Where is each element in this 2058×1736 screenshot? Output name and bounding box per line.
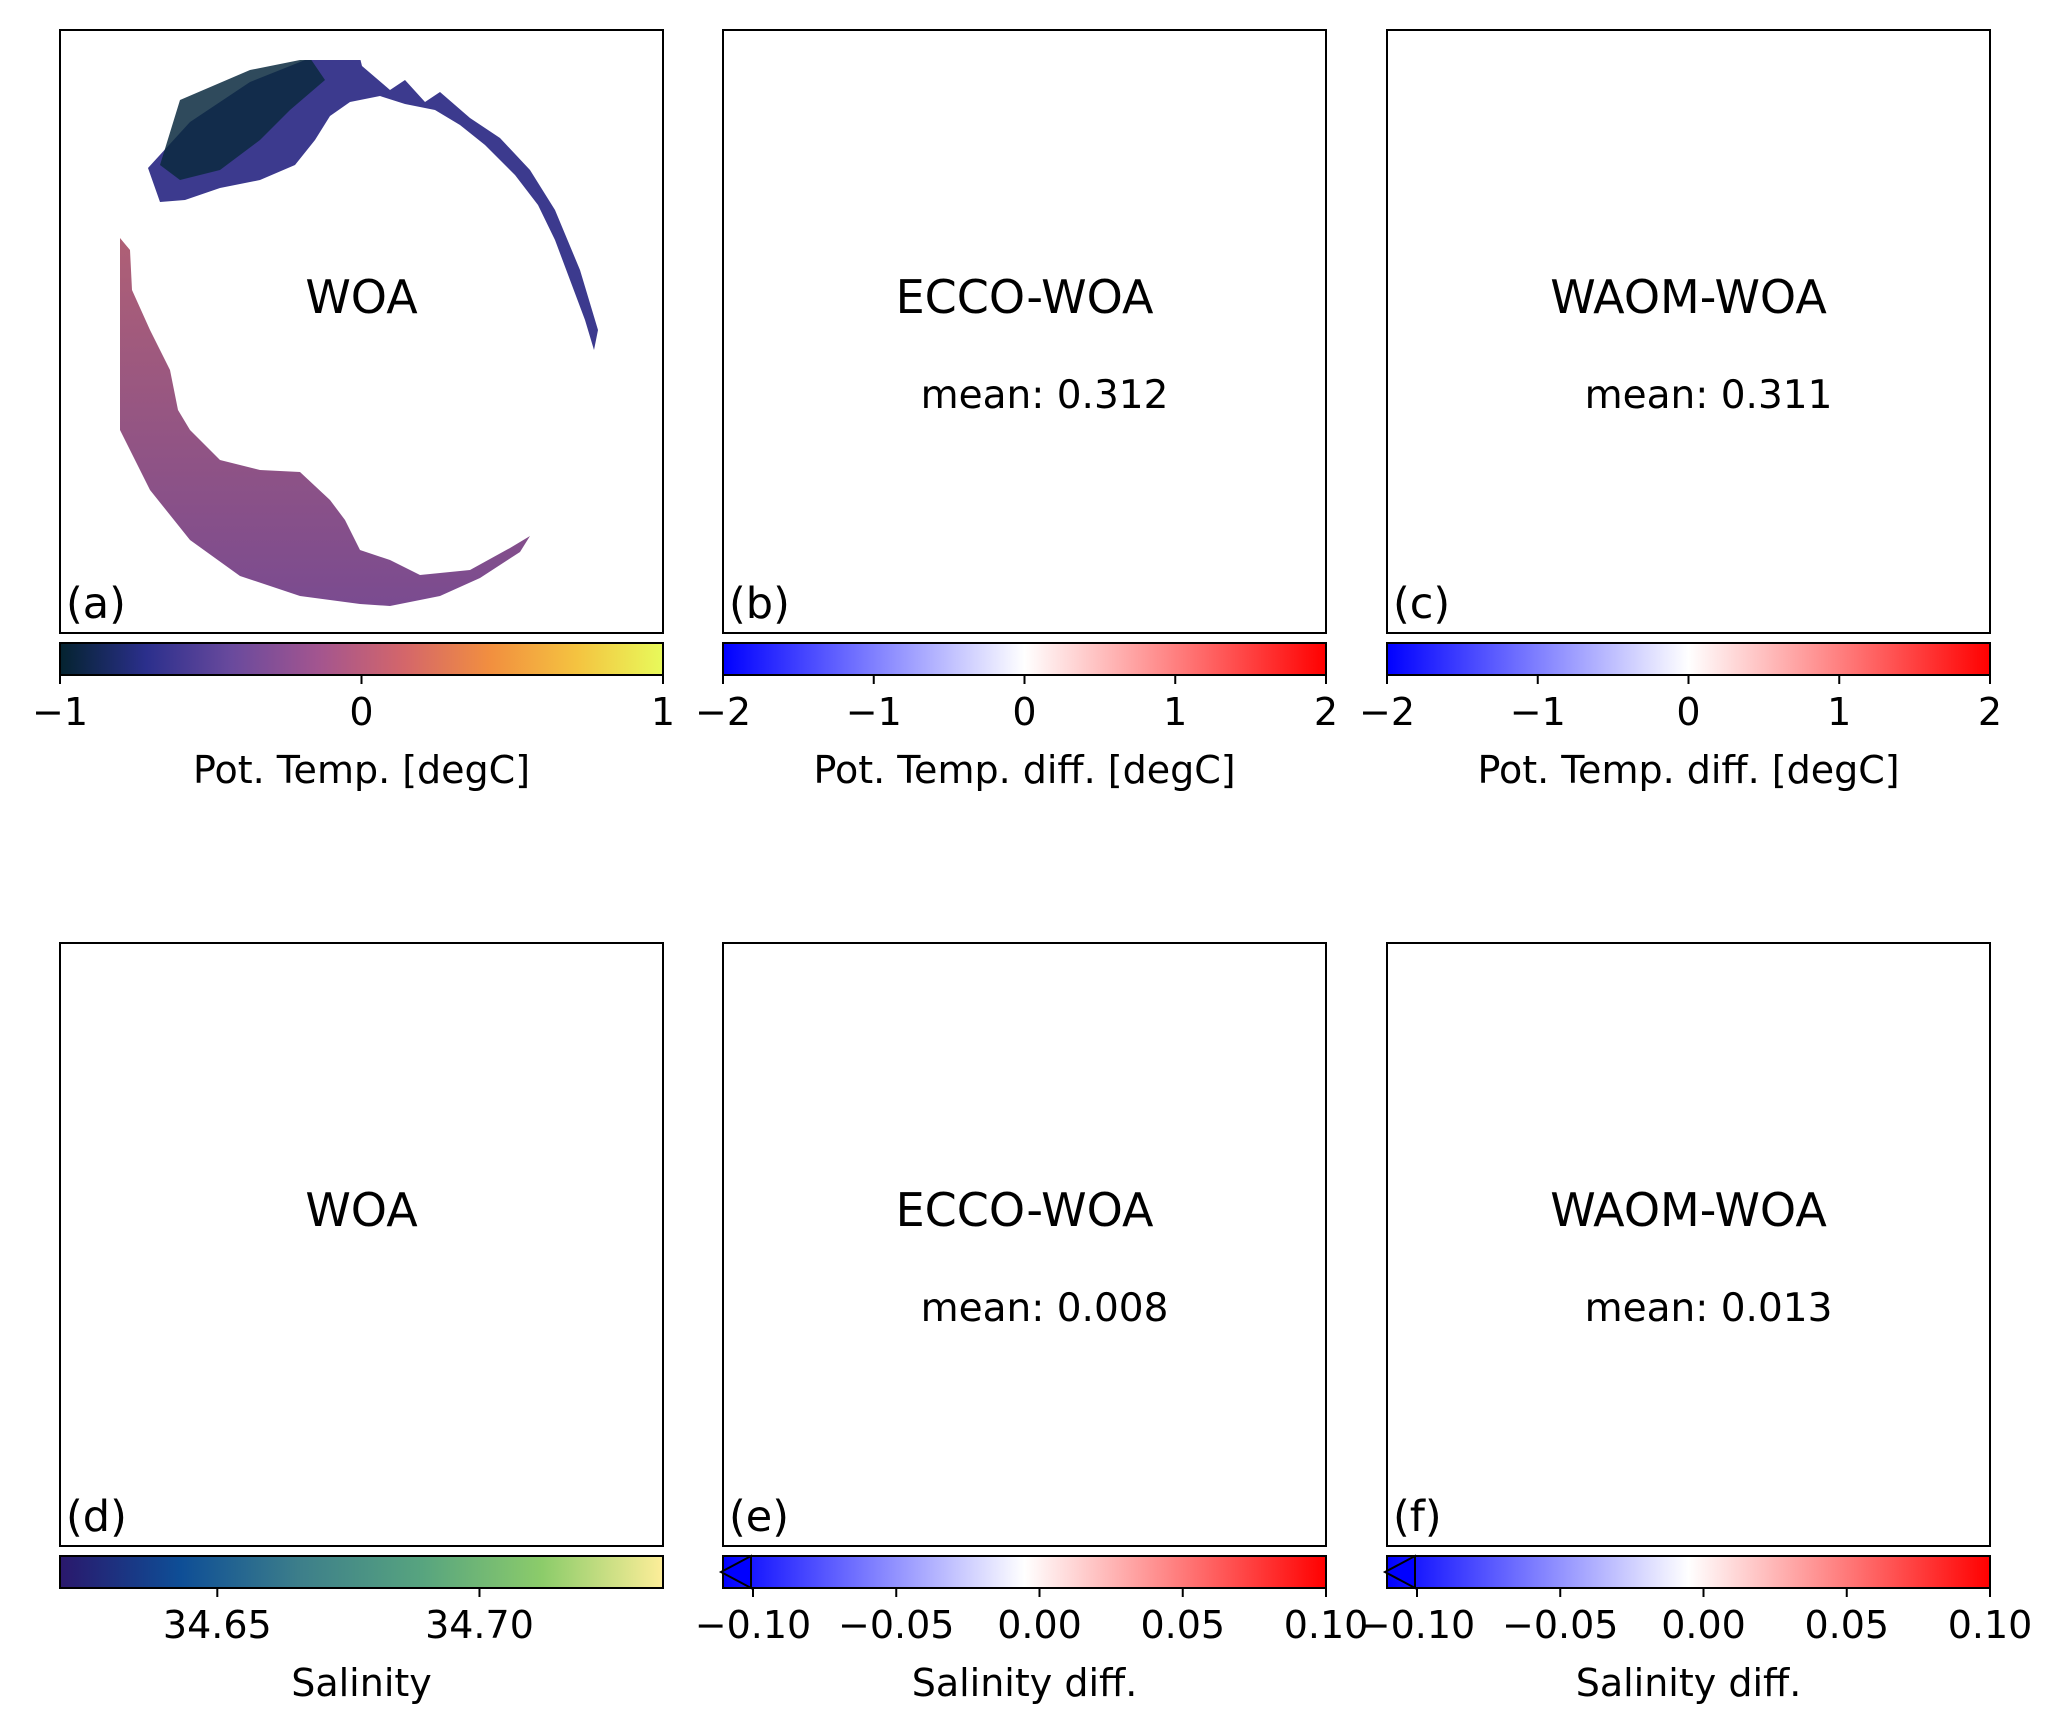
colorbar-extend-arrow: [718, 1554, 752, 1590]
colorbar-gradient: [1386, 1555, 1991, 1589]
panel-title: WAOM-WOA: [1550, 1183, 1827, 1237]
axes-frame: [59, 942, 664, 1547]
colorbar-gradient: [1386, 642, 1991, 676]
cold-water-patch: [160, 60, 325, 180]
mean-annotation: mean: 0.311: [1585, 373, 1833, 418]
panel-title: ECCO-WOA: [896, 270, 1154, 324]
panel-letter: (c): [1393, 579, 1450, 629]
colorbar-tick-label: −1: [1510, 690, 1566, 734]
colorbar-tick-label: −0.05: [838, 1603, 954, 1647]
colorbar-gradient: [722, 1555, 1327, 1589]
colorbar-tick-label: 1: [1163, 690, 1187, 734]
colorbar-tick-label: 0.00: [1661, 1603, 1746, 1647]
colorbar-label: Salinity diff.: [912, 1661, 1138, 1705]
ocean-region-south: [120, 238, 530, 606]
axes-frame: [722, 29, 1327, 634]
colorbar-tick-label: 0: [1012, 690, 1036, 734]
panel-e: ECCO-WOA mean: 0.008 (e) −0.10 −0.05 0.00 0.05…: [695, 942, 1369, 1705]
colorbar-tick-label: −0.05: [1502, 1603, 1618, 1647]
high-salinity-patch: [270, 1393, 330, 1443]
panel-letter: (d): [66, 1492, 127, 1542]
colorbar-label: Pot. Temp. diff. [degC]: [813, 748, 1235, 792]
negative-anomaly-patch: [863, 1371, 963, 1383]
colorbar-tick-label: 34.65: [163, 1603, 272, 1647]
colorbar-tick-label: 1: [651, 690, 675, 734]
colorbar-b: −2 −1 0 1 2 Pot. Temp. diff. [degC]: [695, 642, 1338, 792]
colorbar-tick-label: −0.10: [695, 1603, 811, 1647]
axes-frame: [722, 942, 1327, 1547]
colorbar-tick-label: −1: [32, 690, 88, 734]
mean-annotation: mean: 0.013: [1585, 1286, 1833, 1331]
mean-annotation: mean: 0.312: [921, 373, 1169, 418]
map-d: [92, 971, 598, 1519]
colorbar-tick-label: 2: [1314, 690, 1338, 734]
colorbar-label: Pot. Temp. [degC]: [193, 748, 530, 792]
map-c: [1419, 58, 1925, 606]
colorbar-tick-label: 0.05: [1140, 1603, 1225, 1647]
colorbar-tick-label: 0.10: [1948, 1603, 2033, 1647]
colorbar-tick-label: −2: [695, 690, 751, 734]
colorbar-tick-label: −2: [1359, 690, 1415, 734]
map-f: [1419, 971, 1925, 1519]
panel-letter: (b): [729, 579, 790, 629]
panel-title: WOA: [305, 1183, 418, 1237]
colorbar-label: Pot. Temp. diff. [degC]: [1477, 748, 1899, 792]
panel-b: ECCO-WOA mean: 0.312 (b) −2 −1 0 1 2 Pot. Temp. …: [695, 29, 1338, 792]
colorbar-tick-label: 0.10: [1284, 1603, 1369, 1647]
map-a: [120, 60, 598, 606]
colorbar-gradient: [59, 1555, 664, 1589]
axes-frame: [59, 29, 664, 634]
panel-title: ECCO-WOA: [896, 1183, 1154, 1237]
panel-title: WAOM-WOA: [1550, 270, 1827, 324]
panel-letter: (f): [1393, 1492, 1442, 1542]
axes-frame: [1386, 29, 1991, 634]
colorbar-tick-label: 2: [1978, 690, 2002, 734]
panel-d: WOA (d) 34.65 34.70 Salinity: [59, 942, 664, 1705]
colorbar-tick-label: 0.00: [997, 1603, 1082, 1647]
mean-annotation: mean: 0.008: [921, 1286, 1169, 1331]
panel-letter: (e): [729, 1492, 789, 1542]
colorbar-tick-label: 34.70: [425, 1603, 534, 1647]
colorbar-d: 34.65 34.70 Salinity: [59, 1555, 664, 1705]
panel-title: WOA: [305, 270, 418, 324]
panel-c: WAOM-WOA mean: 0.311 (c) −2 −1 0 1 2 Pot. Temp. …: [1359, 29, 2002, 792]
colorbar-label: Salinity diff.: [1576, 1661, 1802, 1705]
colorbar-label: Salinity: [291, 1661, 432, 1705]
colorbar-tick-label: 0: [1676, 690, 1700, 734]
map-e: [755, 971, 1261, 1519]
colorbar-extend-arrow: [1382, 1554, 1416, 1590]
colorbar-tick-label: 1: [1827, 690, 1851, 734]
colorbar-tick-label: −0.10: [1359, 1603, 1475, 1647]
colorbar-c: −2 −1 0 1 2 Pot. Temp. diff. [degC]: [1359, 642, 2002, 792]
colorbar-a: −1 0 1 Pot. Temp. [degC]: [32, 642, 675, 792]
colorbar-f: −0.10 −0.05 0.00 0.05 0.10 Salinity diff.: [1359, 1554, 2033, 1705]
colorbar-tick-label: 0: [349, 690, 373, 734]
panel-letter: (a): [66, 579, 126, 629]
axes-frame: [1386, 942, 1991, 1547]
panel-grid: WOA (a) −1 0 1 Pot. Temp. [degC] ECCO-WOA mean:…: [32, 29, 2033, 1705]
colorbar-e: −0.10 −0.05 0.00 0.05 0.10 Salinity diff.: [695, 1554, 1369, 1705]
colorbar-gradient: [59, 642, 664, 676]
colorbar-gradient: [722, 642, 1327, 676]
negative-anomaly-patch: [1527, 1371, 1627, 1383]
panel-a: WOA (a) −1 0 1 Pot. Temp. [degC]: [32, 29, 675, 792]
map-b: [755, 58, 1261, 606]
colorbar-tick-label: 0.05: [1804, 1603, 1889, 1647]
panel-f: WAOM-WOA mean: 0.013 (f) −0.10 −0.05 0.00 0.05…: [1359, 942, 2033, 1705]
colorbar-tick-label: −1: [846, 690, 902, 734]
